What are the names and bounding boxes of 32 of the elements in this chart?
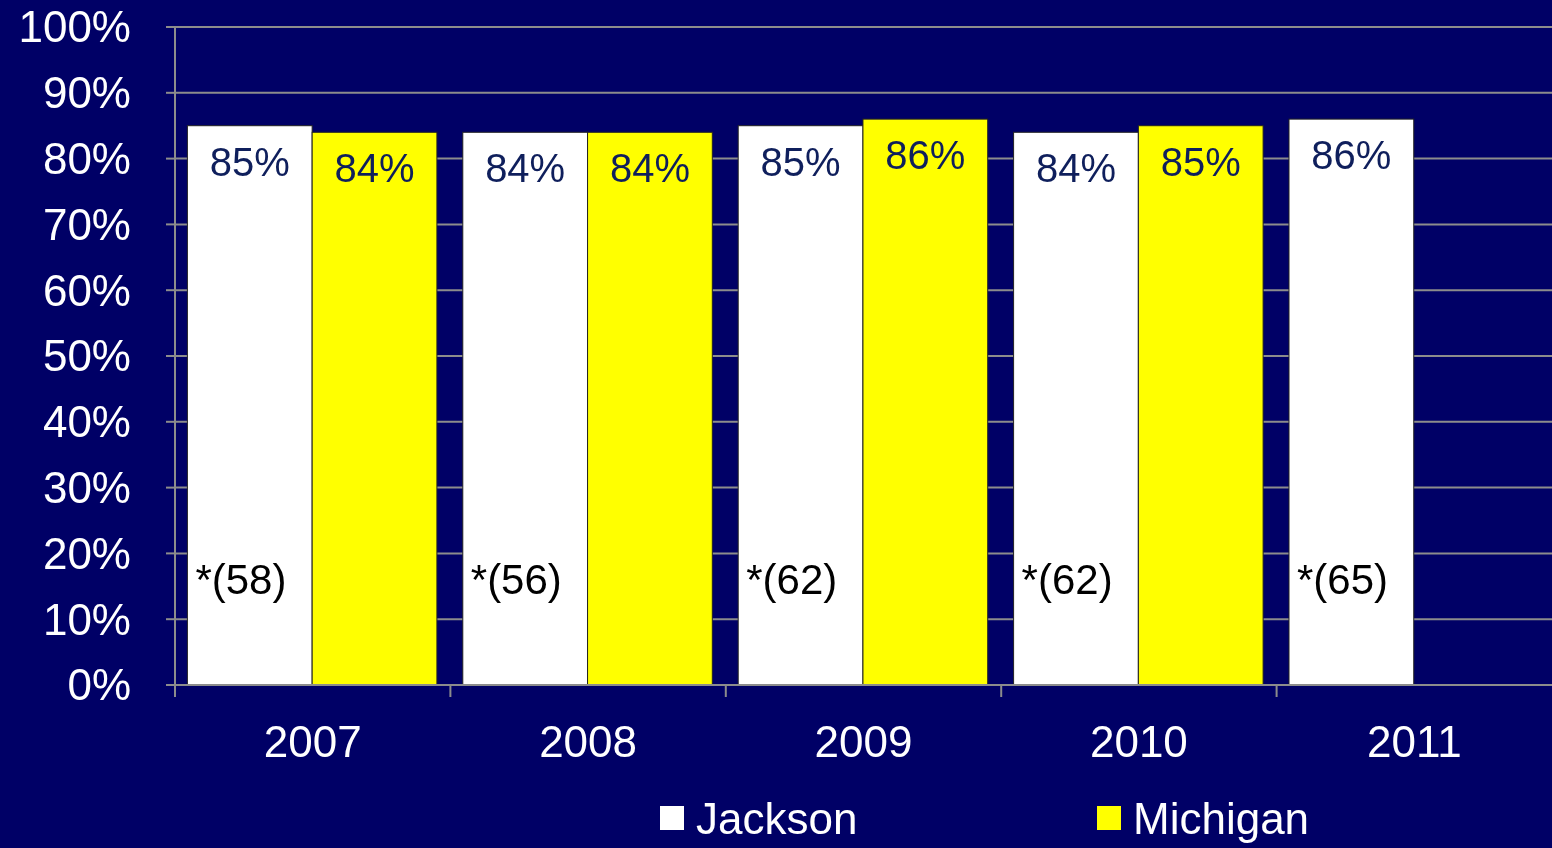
annotation: *(65) — [1296, 556, 1389, 604]
annotation: *(62) — [746, 556, 838, 604]
data-label: 86% — [885, 133, 966, 178]
x-tick-label: 2009 — [814, 717, 913, 766]
data-label: 86% — [1311, 133, 1392, 178]
y-tick-label: 80% — [42, 134, 131, 183]
x-tick-label: 2008 — [539, 717, 638, 766]
y-tick-label: 60% — [42, 265, 131, 315]
y-tick-label: 10% — [42, 594, 131, 644]
data-label: 84% — [1035, 146, 1116, 191]
annotation: *(62) — [1021, 556, 1113, 604]
legend-label: Michigan — [1133, 794, 1310, 843]
data-label: 84% — [485, 146, 566, 191]
y-tick-label: 30% — [42, 463, 131, 512]
data-label: 84% — [609, 146, 690, 191]
y-tick-label: 70% — [42, 199, 131, 249]
data-label: 85% — [209, 139, 290, 184]
data-label: 84% — [334, 146, 415, 191]
x-tick-label: 2011 — [1366, 717, 1462, 766]
text: Jackson — [696, 794, 858, 843]
y-tick-label: 90% — [42, 68, 131, 118]
y-tick-label: 0% — [67, 660, 131, 710]
y-tick-label: 100% — [18, 2, 131, 52]
annotation: *(58) — [195, 556, 287, 604]
y-tick-label: 50% — [42, 331, 131, 381]
annotation: *(56) — [470, 556, 562, 604]
x-tick-label: 2010 — [1089, 717, 1188, 766]
y-tick-label: 40% — [42, 397, 131, 447]
data-label: 85% — [1160, 139, 1241, 184]
data-label: 85% — [760, 139, 841, 184]
y-tick-label: 20% — [42, 528, 131, 578]
x-tick-label: 2007 — [263, 717, 362, 766]
